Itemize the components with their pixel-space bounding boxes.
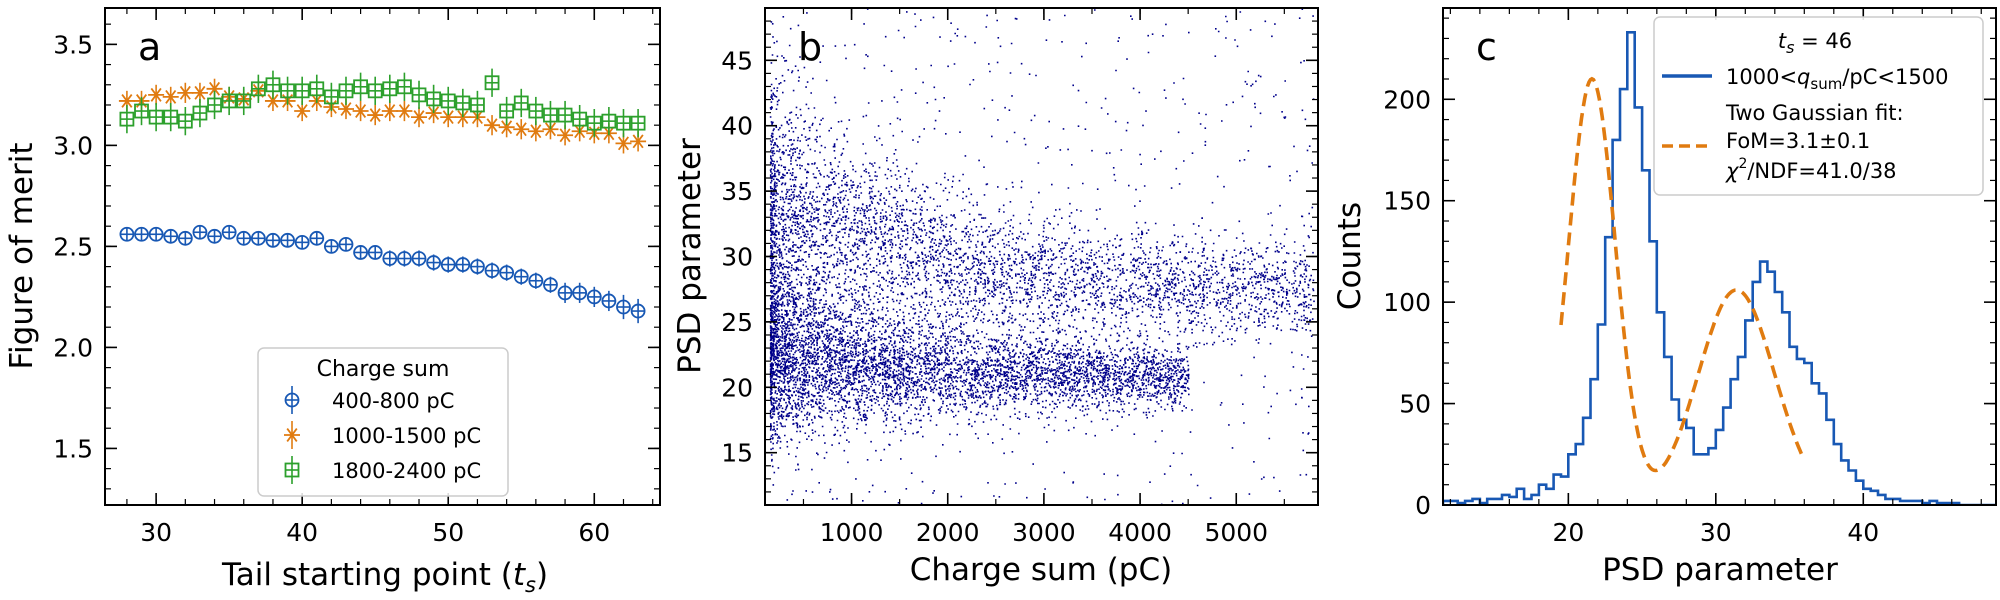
panel-b-y-tick-label: 40 bbox=[721, 112, 753, 141]
panel-a-x-tick-label: 30 bbox=[140, 518, 172, 547]
panel-b-scatter-points bbox=[769, 8, 1315, 505]
panel-c-fit-curve bbox=[1559, 76, 1806, 473]
panel-b-scatter-cloud bbox=[769, 8, 1315, 505]
panel-b-y-tick-label: 30 bbox=[721, 243, 753, 272]
panel-c-y-tick-label: 100 bbox=[1383, 288, 1431, 317]
panel-c-letter: c bbox=[1476, 25, 1497, 69]
panel-a-point bbox=[454, 110, 471, 125]
panel-a-x-tick-label: 50 bbox=[432, 518, 464, 547]
panel-a-point bbox=[148, 87, 165, 102]
panel-a-point bbox=[498, 120, 515, 135]
panel-a-y-tick-label: 2.0 bbox=[53, 333, 93, 362]
panel-a-legend-title: Charge sum bbox=[317, 357, 450, 382]
panel-a-series-400-800-pC bbox=[119, 224, 646, 324]
panel-b-y-tick-label: 35 bbox=[721, 177, 753, 206]
panel-b-y-tick-label: 20 bbox=[721, 373, 753, 402]
panel-b-y-tick-label: 25 bbox=[721, 308, 753, 337]
panel-c-histogram-and-fit bbox=[1443, 30, 1996, 505]
panel-a-point bbox=[396, 104, 413, 118]
panel-b-x-tick-label: 5000 bbox=[1204, 518, 1268, 547]
panel-a-x-tick-label: 60 bbox=[578, 518, 610, 547]
panel-a-legend-box bbox=[257, 347, 509, 497]
panel-c-legend-fit-line3: χ2/NDF=41.0/38 bbox=[1725, 156, 1897, 183]
panel-a-point bbox=[177, 85, 194, 100]
panel-a-legend-entries: 400-800 pC 1000-1500 pC 1800-2400 pC bbox=[284, 386, 481, 484]
panel-c-x-tick-label: 20 bbox=[1552, 518, 1584, 547]
panel-a-frame bbox=[104, 7, 661, 506]
panel-b-x-tick-label: 4000 bbox=[1108, 518, 1172, 547]
panel-b: 1000 2000 3000 4000 5000 15 20 25 30 35 40 45 b Cha… bbox=[672, 7, 1319, 588]
panel-b-x-tick-label: 2000 bbox=[916, 518, 980, 547]
panel-c-x-axis-title: PSD parameter bbox=[1602, 552, 1838, 588]
panel-c-x-tick-label: 40 bbox=[1847, 518, 1879, 547]
panel-b-x-axis-title: Charge sum (pC) bbox=[910, 552, 1172, 588]
panel-a-y-tick-label: 3.5 bbox=[53, 30, 93, 59]
panel-a-letter: a bbox=[138, 25, 161, 69]
panel-b-y-axis-title: PSD parameter bbox=[672, 138, 708, 374]
panel-a-point bbox=[162, 89, 179, 104]
panel-a-point bbox=[557, 128, 574, 143]
panel-a-legend-label: 1800-2400 pC bbox=[332, 459, 481, 483]
panel-c-y-tick-label: 50 bbox=[1399, 390, 1431, 419]
panel-c-ticks: 20 30 40 0 50 100 150 200 bbox=[1383, 8, 1996, 547]
panel-c-x-tick-label: 30 bbox=[1700, 518, 1732, 547]
panel-b-x-tick-label: 3000 bbox=[1012, 518, 1076, 547]
panel-a-y-tick-label: 1.5 bbox=[53, 434, 93, 463]
panel-a-legend-label: 400-800 pC bbox=[332, 389, 454, 413]
panel-a-point bbox=[425, 106, 442, 120]
panel-c-legend: ts = 46 1000<qsum/pC<1500 Two Gaussian f… bbox=[1653, 16, 1984, 196]
panel-a-point bbox=[294, 104, 311, 118]
panel-c-legend-fit-line1: Two Gaussian fit: bbox=[1725, 101, 1904, 125]
panel-c-legend-box bbox=[1653, 16, 1984, 196]
panel-a-point bbox=[513, 122, 530, 137]
panel-a-point bbox=[630, 134, 647, 149]
panel-a: 30 40 50 60 1.5 2.0 2.5 3.0 3.5 a Tail starting … bbox=[4, 7, 661, 597]
panel-a-point bbox=[527, 124, 544, 139]
panel-a-legend-label: 1000-1500 pC bbox=[332, 424, 481, 448]
panel-a-point bbox=[542, 122, 559, 137]
panel-a-point bbox=[352, 104, 369, 118]
panel-c-y-tick-label: 200 bbox=[1383, 85, 1431, 114]
panel-a-point bbox=[191, 85, 208, 100]
panel-a-point bbox=[484, 118, 501, 133]
panel-a-point bbox=[206, 81, 223, 96]
panel-a-legend-marker bbox=[284, 428, 300, 442]
panel-c-y-axis-title: Counts bbox=[1332, 202, 1368, 310]
panel-a-ticks: 30 40 50 60 1.5 2.0 2.5 3.0 3.5 bbox=[53, 8, 660, 547]
panel-c-legend-histogram-label: 1000<qsum/pC<1500 bbox=[1726, 65, 1948, 93]
panel-b-x-tick-label: 1000 bbox=[820, 518, 884, 547]
panel-b-y-tick-label: 45 bbox=[721, 46, 753, 75]
panel-a-point bbox=[440, 110, 457, 125]
panel-c-legend-fit-line2: FoM=3.1±0.1 bbox=[1726, 129, 1870, 153]
panel-b-y-tick-label: 15 bbox=[721, 439, 753, 468]
panel-a-x-tick-label: 40 bbox=[286, 518, 318, 547]
panel-c-legend-title: ts = 46 bbox=[1778, 29, 1852, 57]
panel-b-ticks: 1000 2000 3000 4000 5000 15 20 25 30 35 40 45 bbox=[721, 7, 1318, 547]
panel-c-y-tick-label: 0 bbox=[1415, 491, 1431, 520]
panel-c-y-tick-label: 150 bbox=[1383, 187, 1431, 216]
panel-a-y-axis-title: Figure of merit bbox=[4, 142, 40, 369]
panel-b-letter: b bbox=[798, 25, 822, 69]
panel-a-point bbox=[118, 93, 135, 108]
panel-a-point bbox=[381, 104, 398, 118]
panel-a-series-1800-2400-pC bbox=[119, 68, 646, 138]
panel-a-y-tick-label: 2.5 bbox=[53, 232, 93, 261]
panel-a-point bbox=[411, 110, 428, 125]
panel-a-point bbox=[264, 93, 281, 108]
panel-a-legend: Charge sum 400-800 pC 1000-1500 pC 1800-24… bbox=[257, 347, 509, 497]
panel-a-data-marks bbox=[118, 68, 647, 324]
panel-a-y-tick-label: 3.0 bbox=[53, 131, 93, 160]
panel-c: 20 30 40 0 50 100 150 200 c PSD parameter Count… bbox=[1332, 7, 1997, 588]
panel-c-frame bbox=[1442, 7, 1997, 506]
panel-c-histogram bbox=[1443, 30, 1996, 505]
panel-a-point bbox=[367, 108, 384, 123]
panel-a-point bbox=[615, 136, 632, 151]
panel-a-x-axis-title: Tail starting point (ts) bbox=[221, 557, 548, 597]
panel-a-point bbox=[337, 102, 354, 116]
